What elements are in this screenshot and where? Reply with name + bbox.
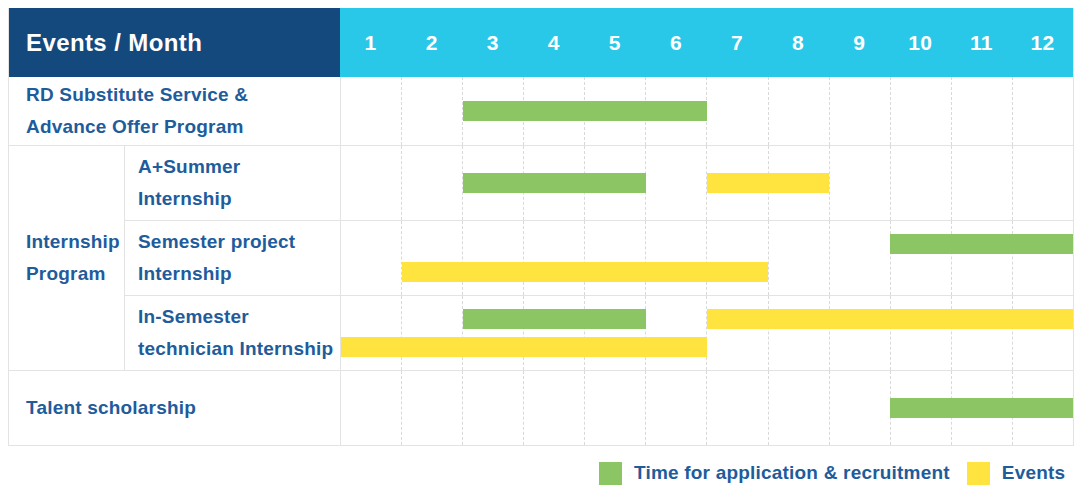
recruitment-bar	[890, 398, 1073, 418]
row-label-line: technician Internship	[138, 333, 333, 365]
legend-label-recruitment: Time for application & recruitment	[634, 462, 950, 484]
event-bar	[341, 337, 707, 357]
row-label-rd-substitute: RD Substitute Service & Advance Offer Pr…	[9, 77, 340, 145]
month-label: 2	[401, 8, 462, 77]
legend-item-recruitment: Time for application & recruitment	[599, 462, 950, 485]
table-title: Events / Month	[9, 8, 340, 77]
events-swatch-icon	[967, 462, 990, 485]
row-label-a-summer: A+Summer Internship	[125, 146, 340, 220]
month-gridlines	[341, 77, 1073, 145]
month-label: 12	[1012, 8, 1073, 77]
row-label-line: RD Substitute Service &	[26, 79, 248, 111]
row-label-talent-scholarship: Talent scholarship	[9, 371, 340, 445]
month-label: 6	[645, 8, 706, 77]
chart-cell-a-summer	[340, 146, 1073, 220]
internship-subrows: A+Summer Internship Semester project Int…	[124, 146, 1073, 370]
group-label-internship-program: Internship Program	[9, 146, 124, 370]
month-gridlines	[341, 221, 1073, 295]
month-label: 11	[951, 8, 1012, 77]
recruitment-bar	[463, 101, 707, 121]
header-row: Events / Month 123456789101112	[9, 8, 1073, 77]
month-label: 3	[462, 8, 523, 77]
row-label-line: Internship	[138, 258, 295, 290]
row-a-summer-internship: A+Summer Internship	[125, 146, 1073, 221]
month-label: 5	[584, 8, 645, 77]
chart-cell-in-semester	[340, 296, 1073, 370]
recruitment-bar	[463, 173, 646, 193]
chart-cell-semester-project	[340, 221, 1073, 295]
chart-cell-rd-substitute	[340, 77, 1073, 145]
recruitment-bar	[463, 309, 646, 329]
chart-cell-talent-scholarship	[340, 371, 1073, 445]
event-bar	[402, 262, 768, 282]
gantt-chart: Events / Month 123456789101112 RD Substi…	[0, 0, 1080, 494]
month-gridlines	[341, 296, 1073, 370]
month-label: 10	[890, 8, 951, 77]
row-semester-project-internship: Semester project Internship	[125, 221, 1073, 296]
internship-program-group: Internship Program A+Summer Internship	[9, 146, 1073, 371]
event-bar	[707, 309, 1073, 329]
row-label-line: Semester project	[138, 226, 295, 258]
row-talent-scholarship: Talent scholarship	[9, 371, 1073, 446]
legend-item-events: Events	[967, 462, 1066, 485]
row-label-line: In-Semester	[138, 301, 333, 333]
month-label: 9	[829, 8, 890, 77]
row-rd-substitute: RD Substitute Service & Advance Offer Pr…	[9, 77, 1073, 146]
row-label-line: Internship	[138, 183, 240, 215]
group-label-line: Internship	[26, 226, 120, 258]
row-label-line: Talent scholarship	[26, 392, 196, 424]
recruitment-swatch-icon	[599, 462, 622, 485]
month-label: 7	[706, 8, 767, 77]
row-label-in-semester: In-Semester technician Internship	[125, 296, 340, 370]
month-label: 8	[768, 8, 829, 77]
row-label-line: A+Summer	[138, 151, 240, 183]
row-label-line: Advance Offer Program	[26, 111, 248, 143]
legend: Time for application & recruitment Event…	[599, 458, 1065, 488]
month-label: 4	[523, 8, 584, 77]
row-label-semester-project: Semester project Internship	[125, 221, 340, 295]
group-label-line: Program	[26, 258, 120, 290]
legend-label-events: Events	[1002, 462, 1066, 484]
row-in-semester-technician-internship: In-Semester technician Internship	[125, 296, 1073, 370]
event-bar	[707, 173, 829, 193]
recruitment-bar	[890, 234, 1073, 254]
months-header: 123456789101112	[340, 8, 1073, 77]
month-label: 1	[340, 8, 401, 77]
events-table: Events / Month 123456789101112 RD Substi…	[8, 8, 1074, 446]
